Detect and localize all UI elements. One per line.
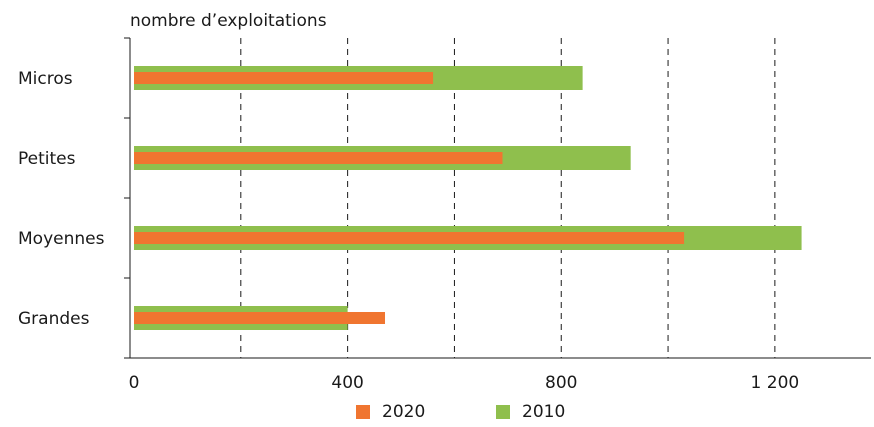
category-label-petites: Petites — [18, 149, 76, 169]
legend-label-2020: 2020 — [382, 402, 426, 422]
y-axis-title: nombre d’exploitations — [130, 11, 327, 31]
chart-svg: nombre d’exploitations Micros Petites Moye… — [18, 11, 871, 393]
gridlines — [240, 38, 776, 358]
bar-2020-grandes — [134, 312, 386, 324]
axis-labels: Micros Petites Moyennes Grandes 0 400 800 1 200 — [18, 69, 799, 393]
legend-item-2010: 2010 — [496, 402, 565, 422]
x-tick-label-0: 0 — [129, 373, 140, 393]
legend: 2020 2010 — [0, 402, 874, 426]
category-label-moyennes: Moyennes — [18, 229, 105, 249]
x-tick-label-1200: 1 200 — [751, 373, 800, 393]
x-tick-label-400: 400 — [331, 373, 363, 393]
legend-swatch-2020 — [356, 405, 370, 419]
x-tick-label-800: 800 — [545, 373, 577, 393]
bar-2020-micros — [134, 72, 434, 84]
bar-2020-moyennes — [134, 232, 685, 244]
legend-item-2020: 2020 — [356, 402, 425, 422]
legend-swatch-2010 — [496, 405, 510, 419]
bar-2020-petites — [134, 152, 503, 164]
legend-label-2010: 2010 — [522, 402, 566, 422]
category-label-micros: Micros — [18, 69, 73, 89]
bars — [134, 66, 802, 330]
category-label-grandes: Grandes — [18, 309, 90, 329]
axes — [124, 37, 871, 359]
